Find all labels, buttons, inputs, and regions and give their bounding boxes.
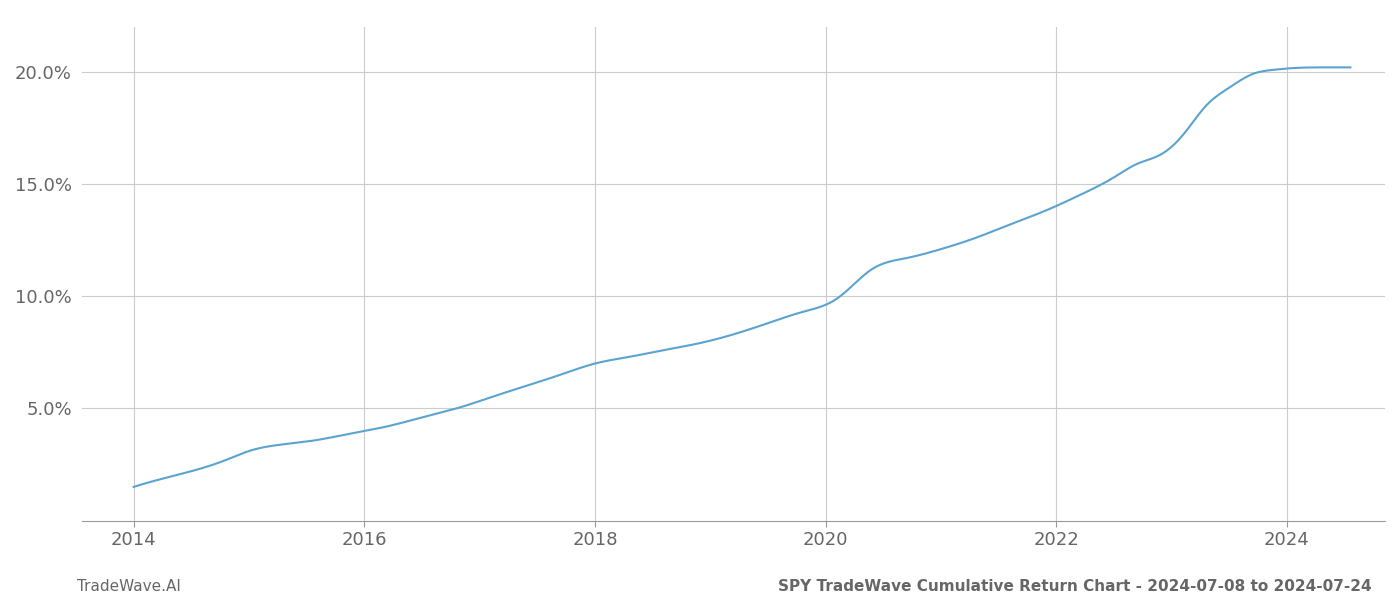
- Text: SPY TradeWave Cumulative Return Chart - 2024-07-08 to 2024-07-24: SPY TradeWave Cumulative Return Chart - …: [778, 579, 1372, 594]
- Text: TradeWave.AI: TradeWave.AI: [77, 579, 181, 594]
